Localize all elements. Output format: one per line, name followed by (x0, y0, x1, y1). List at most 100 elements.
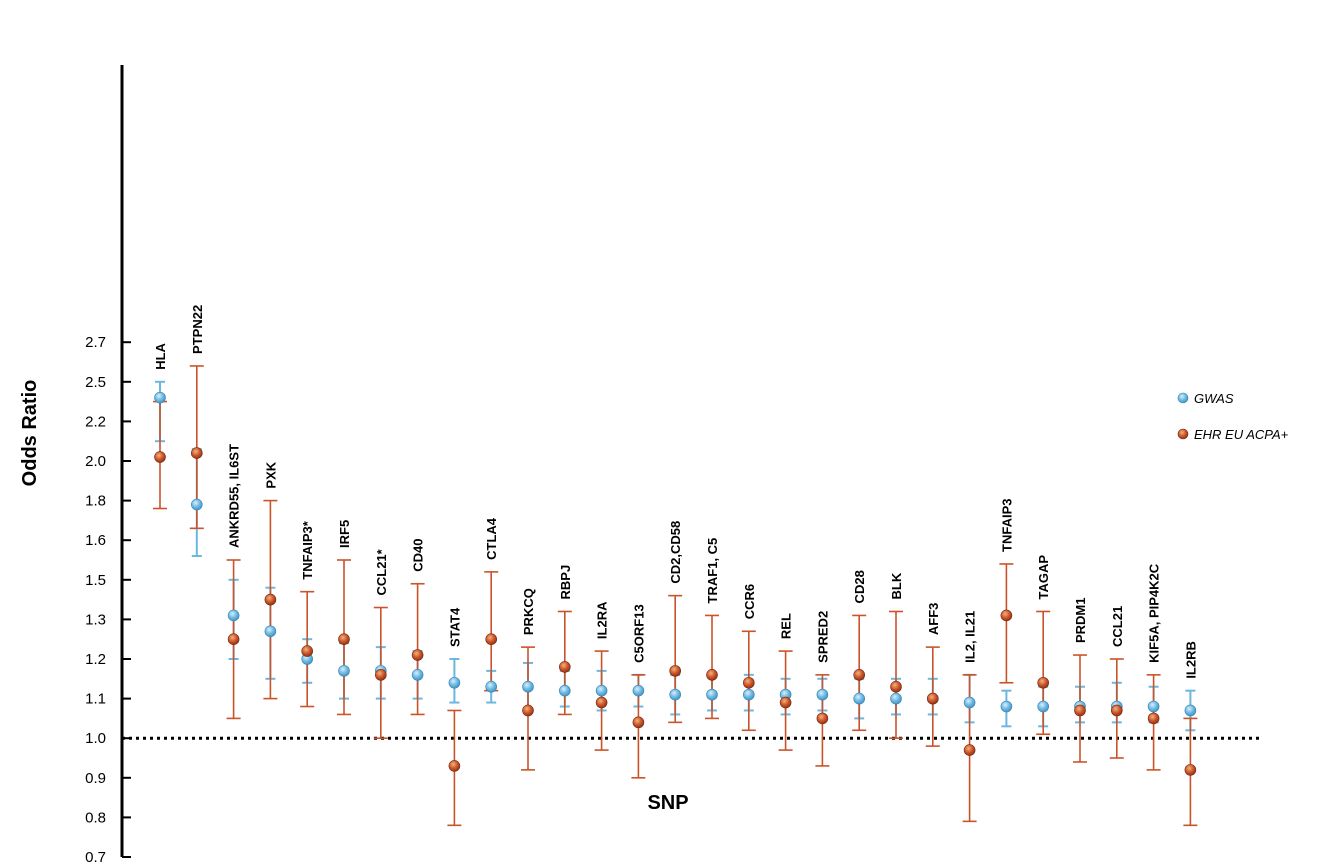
snp-label: IL2, IL21 (963, 611, 978, 663)
ehr-point (816, 712, 829, 725)
ehr-point (706, 669, 718, 681)
ehr-point (779, 696, 792, 709)
y-tick-label: 0.8 (85, 809, 106, 826)
snp-label: CCL21 (1110, 606, 1125, 647)
y-tick-label: 1.0 (85, 730, 106, 747)
ehr-error-bar (1036, 610, 1051, 736)
y-tick-label: 2.5 (85, 374, 106, 391)
snp-label: IL2RA (595, 601, 610, 639)
gwas-point (154, 391, 166, 404)
ehr-point (227, 633, 240, 646)
ehr-point (890, 680, 902, 693)
ehr-error-bar (889, 610, 903, 740)
snp-label: TAGAP (1036, 555, 1051, 600)
y-axis-ticks: 0.7 0.8 0.9 1.0 1.1 1.2 1.3 1.5 1.6 1.8 2.0 2.2 2.5 2… (85, 334, 131, 866)
snp-label: CTLA4 (484, 517, 499, 560)
x-axis-title: SNP (647, 792, 688, 814)
ehr-point (1147, 712, 1160, 725)
snp-labels: HLA PTPN22 ANKRD55, IL6ST PXK TNFAIP3* IRF5 CC… (153, 305, 1198, 679)
y-tick-label: 1.2 (85, 651, 106, 668)
snp-label: REL (779, 613, 794, 639)
snp-label: KIF5A, PIP4K2C (1147, 563, 1162, 663)
ehr-point (853, 669, 866, 681)
snp-label: TRAF1, C5 (705, 538, 720, 604)
ehr-point (1000, 609, 1013, 622)
gwas-point (1147, 700, 1160, 713)
snp-label: RBPJ (558, 565, 573, 600)
y-tick-label: 2.7 (85, 334, 106, 351)
snp-label: HLA (153, 342, 168, 369)
snp-label: ANKRD55, IL6ST (227, 444, 242, 548)
snp-label: AFF3 (926, 603, 941, 636)
y-tick-label: 1.5 (85, 572, 106, 589)
ehr-error-bar (484, 571, 499, 692)
ehr-point (374, 669, 387, 681)
snp-label: PRKCQ (521, 588, 536, 635)
snp-label: IRF5 (337, 520, 352, 548)
legend-item: EHR EU ACPA+ (1177, 427, 1289, 442)
gwas-point (1037, 700, 1049, 713)
y-tick-label: 2.2 (85, 413, 106, 430)
ehr-point (742, 676, 755, 689)
ehr-point (264, 593, 277, 606)
ehr-point (1184, 764, 1197, 776)
snp-label: C5ORF13 (631, 604, 646, 663)
gwas-point (890, 692, 902, 705)
gwas-point (853, 692, 866, 705)
snp-label: CCR6 (742, 584, 757, 619)
ehr-point (154, 451, 166, 463)
gwas-point (411, 669, 424, 681)
gwas-point (448, 676, 461, 689)
gwas-point (1000, 700, 1013, 713)
y-tick-label: 2.0 (85, 453, 106, 470)
snp-label: CD2,CD58 (668, 521, 683, 584)
ehr-point (632, 716, 645, 729)
ehr-error-bar (668, 594, 683, 724)
snp-label: CCL21* (374, 548, 389, 595)
gwas-point (706, 688, 718, 701)
gwas-point (338, 665, 350, 677)
gwas-point (742, 688, 755, 701)
legend-marker (1177, 392, 1189, 404)
gwas-point (1184, 704, 1197, 717)
ehr-point (1111, 704, 1123, 717)
legend-label: EHR EU ACPA+ (1194, 427, 1289, 442)
ehr-point (301, 645, 314, 657)
snp-label: PRDM1 (1073, 598, 1088, 644)
y-axis-title: Odds Ratio (19, 380, 41, 487)
y-tick-label: 1.3 (85, 611, 106, 628)
y-tick-label: 0.9 (85, 770, 106, 787)
ehr-point (926, 692, 939, 705)
legend-marker (1177, 428, 1189, 440)
y-tick-label: 1.6 (85, 532, 106, 549)
ehr-point (1074, 704, 1086, 717)
gwas-point (595, 684, 608, 697)
gwas-point (264, 625, 277, 638)
snp-label: PTPN22 (190, 305, 205, 354)
snp-label: STAT4 (447, 607, 462, 647)
ehr-point (669, 665, 682, 677)
ehr-point (963, 744, 976, 756)
gwas-point (963, 696, 976, 709)
snp-label: IL2RB (1183, 641, 1198, 679)
snp-label: BLK (889, 572, 904, 599)
y-tick-label: 1.8 (85, 493, 106, 510)
snp-label: CD40 (411, 539, 426, 572)
gwas-point (485, 680, 498, 693)
legend: GWAS EHR EU ACPA+ (1177, 391, 1289, 442)
gwas-point (558, 684, 571, 697)
snp-label: TNFAIP3 (999, 498, 1014, 551)
ehr-point (191, 447, 203, 459)
legend-label: GWAS (1194, 391, 1234, 406)
gwas-point (632, 684, 645, 697)
ehr-point (485, 633, 498, 646)
ehr-point (558, 661, 571, 673)
gwas-point (669, 688, 682, 701)
legend-item: GWAS (1177, 391, 1234, 406)
ehr-error-bar (410, 582, 425, 716)
snp-label: TNFAIP3* (300, 520, 315, 579)
y-tick-label: 1.1 (85, 691, 106, 708)
data-points (154, 391, 1197, 776)
